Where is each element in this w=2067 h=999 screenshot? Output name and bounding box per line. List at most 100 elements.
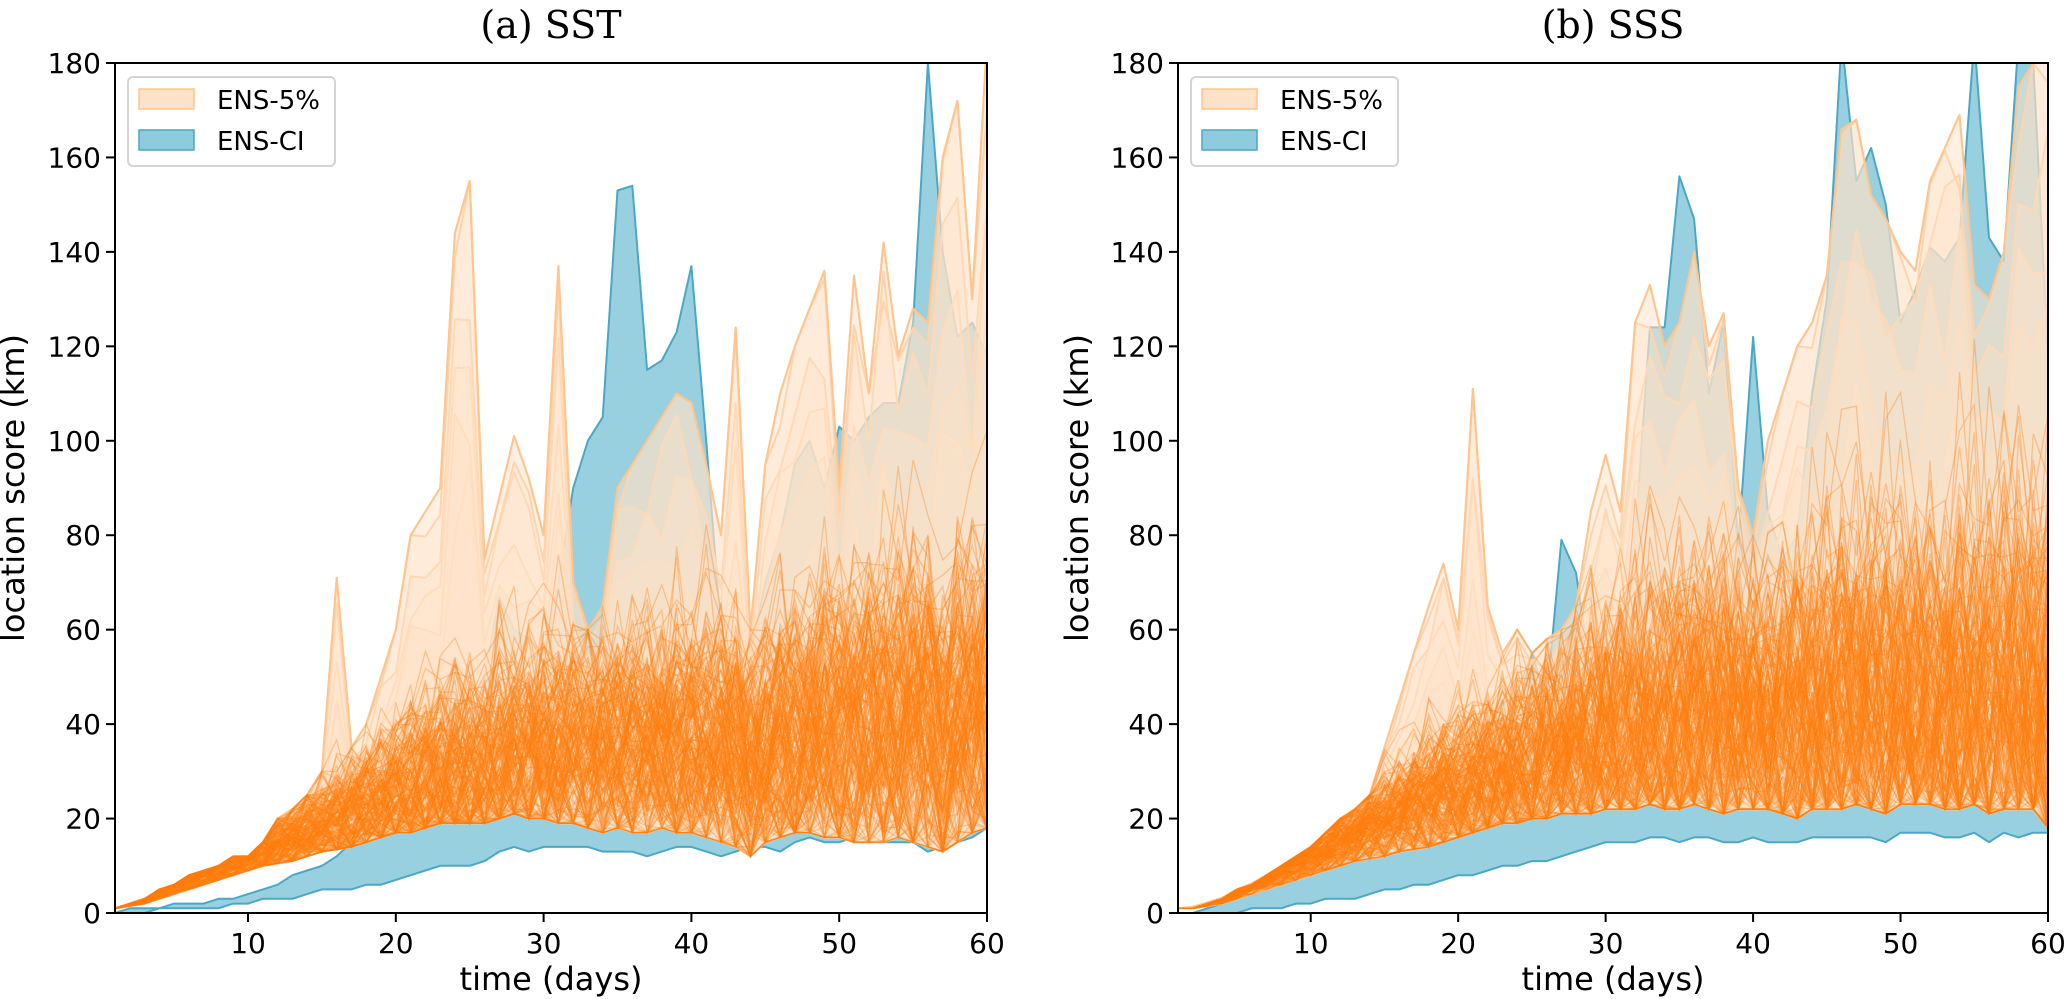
ensemble-member-line — [115, 647, 987, 909]
ensemble-member-line — [1178, 646, 2048, 909]
x-axis-label-sss: time (days) — [1522, 960, 1705, 998]
ensemble-member-line — [1178, 472, 2048, 909]
ensemble-member-line — [1178, 515, 2048, 909]
ensemble-member-line — [115, 594, 987, 909]
ensemble-member-line — [1178, 602, 2048, 909]
axes-frame-sst — [114, 62, 988, 914]
y-axis-label-sst: location score (km) — [0, 334, 32, 642]
ensemble-member-line — [1178, 610, 2048, 909]
ensemble-member-line — [1178, 594, 2048, 909]
ensemble-member-line — [1178, 524, 2048, 909]
x-ticks-sst: 10 20 30 40 50 60 — [230, 913, 1005, 960]
ensemble-member-line — [1178, 506, 2048, 909]
ensemble-member-line — [115, 714, 987, 909]
legend-sst: ENS-5% ENS-CI — [127, 76, 336, 167]
ensemble-member-line — [1178, 567, 2048, 909]
ensemble-member-line — [1178, 568, 2048, 909]
ensemble-member-line — [1178, 656, 2048, 909]
x-axis-label-sst: time (days) — [460, 960, 643, 998]
ensemble-member-line — [115, 628, 987, 909]
ensemble-member-line — [1178, 590, 2048, 909]
ensemble-member-line — [115, 625, 987, 909]
ensemble-member-line — [1178, 556, 2048, 909]
ensemble-member-line — [115, 554, 987, 909]
ensemble-member-line — [115, 604, 987, 909]
ensemble-member-line — [115, 597, 987, 909]
ensemble-member-line — [115, 627, 987, 909]
ensemble-member-line — [115, 631, 987, 909]
ensemble-member-line — [1178, 525, 2048, 909]
ensemble-member-line — [115, 725, 987, 909]
ensemble-member-line — [115, 773, 987, 909]
ensemble-member-line — [115, 683, 987, 909]
ensemble-member-line — [115, 665, 987, 909]
ensemble-member-line — [115, 670, 987, 909]
y-tick-label: 180 — [1111, 47, 1164, 80]
ensemble-member-line — [115, 636, 987, 909]
ensemble-member-line — [115, 628, 987, 909]
ensemble-member-line — [1178, 738, 2048, 909]
ensemble-member-line — [1178, 529, 2048, 909]
ensemble-member-line — [115, 654, 987, 909]
ensemble-member-line — [115, 518, 987, 909]
ensemble-member-line — [115, 536, 987, 909]
ensemble-member-line — [1178, 600, 2048, 909]
panel-sst: 10 20 30 40 50 60 0 20 40 60 80 100 120 140 160 180 (a… — [0, 3, 1005, 998]
y-axis-label-sss: location score (km) — [1058, 334, 1096, 642]
ensemble-member-line — [115, 617, 987, 909]
ensemble-member-line — [115, 725, 987, 909]
x-tick-label: 20 — [1440, 927, 1476, 960]
ensemble-member-line — [115, 710, 987, 909]
chart-title-sss: (b) SSS — [1542, 3, 1685, 47]
ensemble-member-line — [115, 695, 987, 909]
ensemble-member-line — [1178, 571, 2048, 909]
ensemble-member-line — [1178, 468, 2048, 909]
ensemble-member-line — [115, 705, 987, 909]
ensemble-member-line — [1178, 569, 2048, 909]
ensemble-member-line — [1178, 610, 2048, 909]
ensemble-member-line — [115, 650, 987, 909]
ens-ci-band — [1178, 63, 2048, 913]
ensemble-member-line — [1178, 654, 2048, 909]
ensemble-member-line — [1178, 678, 2048, 909]
ensemble-member-line — [1178, 571, 2048, 909]
ensemble-member-line — [1178, 601, 2048, 909]
ensemble-member-line — [115, 520, 987, 909]
ensemble-member-line — [1178, 721, 2048, 909]
y-tick-label: 120 — [1111, 330, 1164, 363]
y-tick-label: 60 — [1128, 614, 1164, 647]
ensemble-member-line — [1178, 598, 2048, 909]
ensemble-member-line — [115, 539, 987, 909]
ensemble-member-line — [1178, 338, 2048, 909]
ensemble-member-line — [1178, 638, 2048, 909]
ensemble-member-line — [115, 672, 987, 909]
ensemble-member-line — [115, 724, 987, 909]
ensemble-member-line — [115, 576, 987, 909]
x-tick-label: 10 — [1293, 927, 1329, 960]
ensemble-member-line — [115, 548, 987, 909]
ensemble-member-line — [1178, 634, 2048, 909]
ensemble-member-line — [1178, 558, 2048, 909]
ensemble-member-line — [1178, 514, 2048, 909]
ensemble-member-line — [115, 526, 987, 909]
ensemble-member-line — [115, 612, 987, 909]
ensemble-member-line — [1178, 504, 2048, 909]
ensemble-member-line — [1178, 432, 2048, 909]
ensemble-member-line — [1178, 626, 2048, 909]
ensemble-member-line — [115, 541, 987, 909]
ensemble-member-line — [115, 605, 987, 909]
ensemble-member-line — [1178, 607, 2048, 909]
ensemble-member-line — [1178, 631, 2048, 909]
ensemble-member-line — [1178, 541, 2048, 909]
ensemble-member-line — [115, 623, 987, 909]
ensemble-member-line — [115, 581, 987, 909]
ensemble-member-line — [115, 621, 987, 909]
ensemble-member-line — [1178, 718, 2048, 909]
ensemble-member-line — [1178, 751, 2048, 909]
ensemble-member-line — [115, 687, 987, 909]
y-tick-label: 60 — [65, 614, 101, 647]
legend-label-ens5: ENS-5% — [1280, 86, 1383, 116]
ensemble-member-line — [1178, 629, 2048, 909]
ensemble-member-line — [115, 551, 987, 909]
ensemble-member-line — [1178, 712, 2048, 909]
